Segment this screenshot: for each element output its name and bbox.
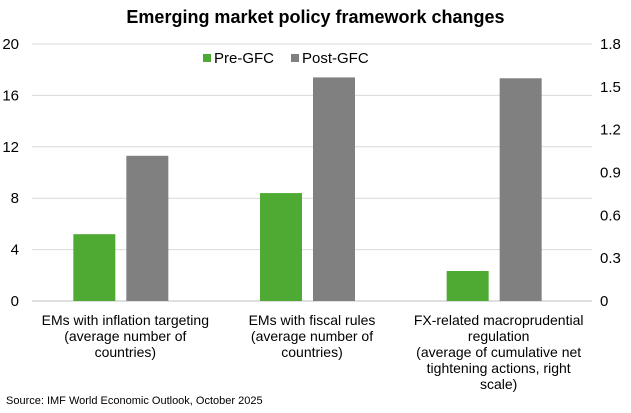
- category-label: (average number of: [64, 328, 186, 344]
- right-tick-label: 0.3: [600, 250, 621, 267]
- category-label: EMs with inflation targeting: [42, 312, 209, 328]
- left-tick-label: 20: [2, 36, 19, 53]
- category-label: tightening actions, right: [427, 360, 571, 376]
- bar-post-gfc: [126, 155, 169, 301]
- chart-title: Emerging market policy framework changes: [126, 7, 505, 27]
- bar-pre-gfc: [260, 193, 302, 301]
- bar-pre-gfc: [446, 271, 489, 301]
- left-tick-label: 4: [11, 242, 19, 259]
- category-label: countries): [281, 344, 342, 360]
- legend-label: Pre-GFC: [214, 50, 274, 67]
- right-tick-label: 0.6: [600, 207, 621, 224]
- category-label: (average number of: [251, 328, 373, 344]
- right-tick-label: 1.2: [600, 122, 621, 139]
- bar-post-gfc: [499, 78, 542, 302]
- category-label: (average of cumulative net: [416, 344, 581, 360]
- right-tick-label: 1.5: [600, 79, 621, 96]
- legend-label: Post-GFC: [302, 50, 369, 67]
- category-label: scale): [480, 376, 517, 392]
- left-tick-label: 16: [2, 87, 19, 104]
- left-tick-label: 12: [2, 139, 19, 156]
- category-label: regulation: [468, 328, 530, 344]
- left-tick-label: 0: [11, 293, 19, 310]
- right-tick-label: 1.8: [600, 36, 621, 53]
- source-note: Source: IMF World Economic Outlook, Octo…: [6, 395, 263, 407]
- legend-swatch: [291, 54, 299, 62]
- category-label: EMs with fiscal rules: [249, 312, 376, 328]
- right-tick-label: 0: [600, 293, 608, 310]
- right-tick-label: 0.9: [600, 165, 621, 182]
- bar-pre-gfc: [73, 234, 116, 301]
- category-label: FX-related macroprudential: [414, 312, 584, 328]
- legend-swatch: [203, 54, 211, 62]
- left-tick-label: 8: [11, 190, 19, 207]
- bar-post-gfc: [313, 77, 355, 301]
- category-label: countries): [95, 344, 156, 360]
